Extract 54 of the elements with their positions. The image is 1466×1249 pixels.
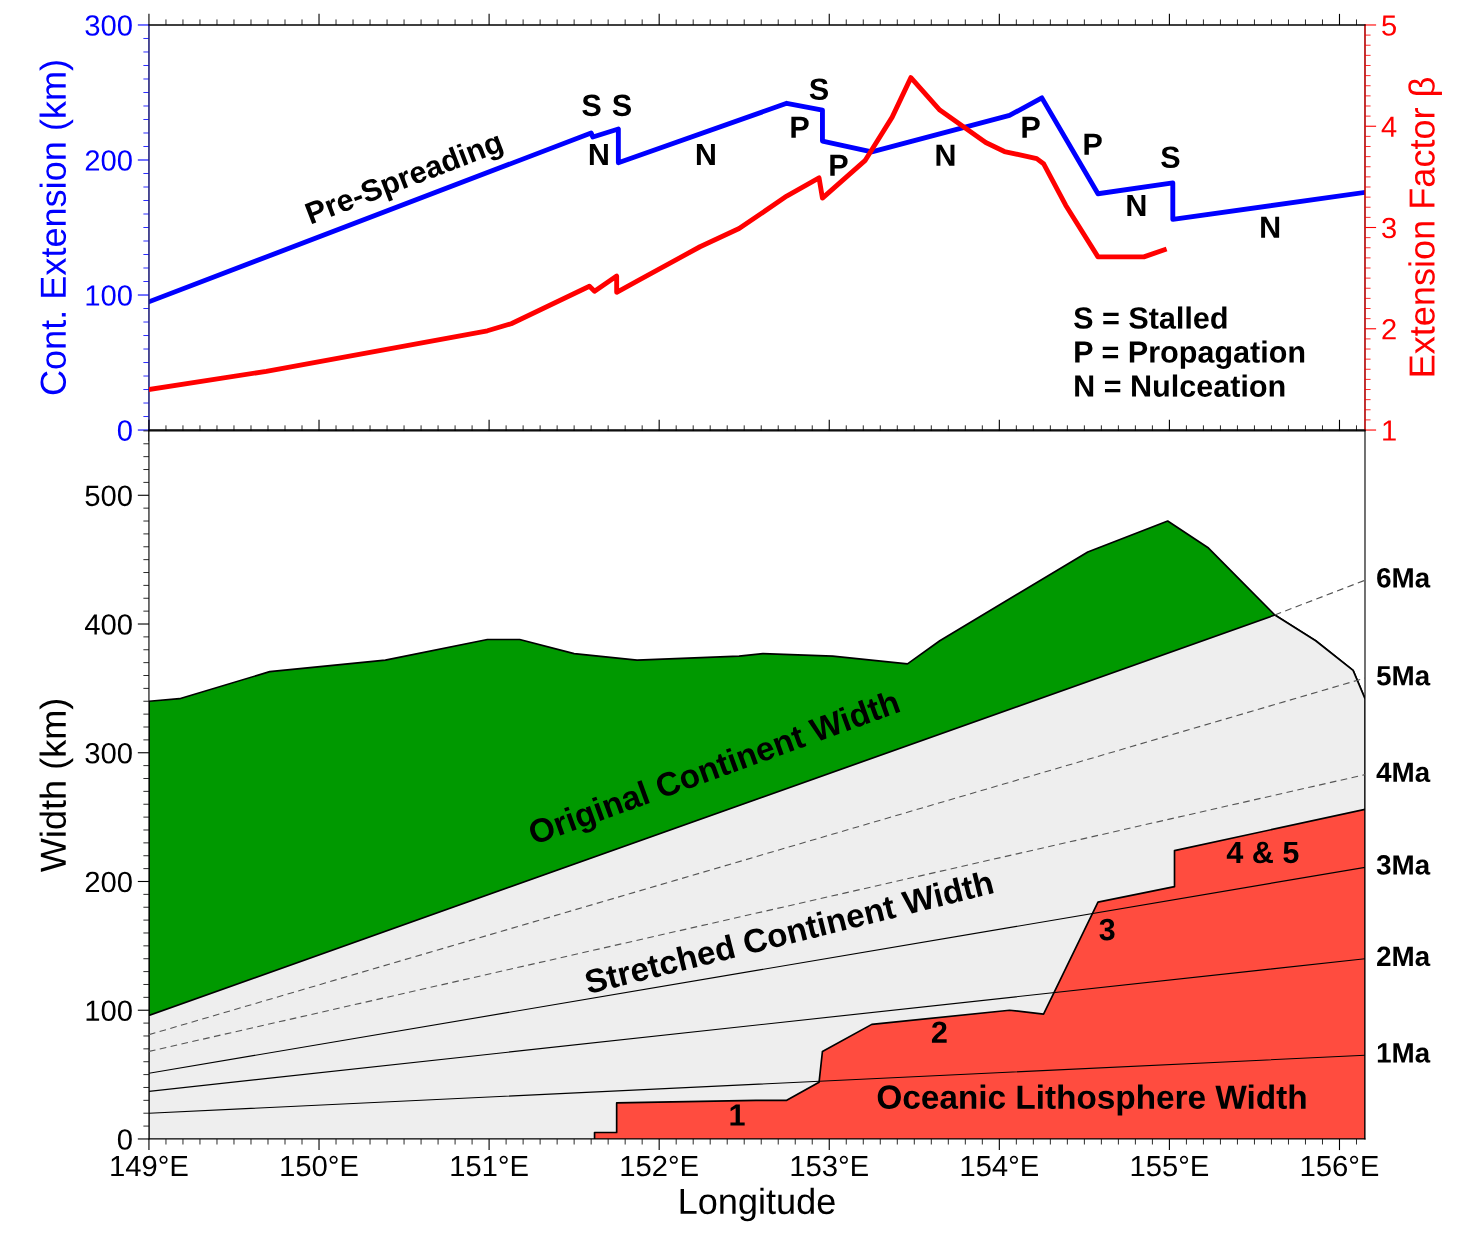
annotation: N (936, 144, 955, 166)
y2-tick-label: 4 (1381, 116, 1397, 137)
annotation: P (1022, 116, 1040, 138)
annotation: N (589, 143, 608, 165)
series-label: 1Ma (1377, 1043, 1431, 1063)
annotation: S (809, 78, 828, 101)
annotation: Oceanic Lithosphere Width (877, 1084, 1306, 1116)
x-tick-label: 155°E (1131, 1155, 1209, 1177)
annotation: S (1161, 146, 1180, 169)
annotation: S (612, 94, 631, 117)
annotation: 4 & 5 (1226, 841, 1299, 864)
x-tick-label: 152°E (621, 1155, 698, 1177)
y-tick-label: 100 (86, 1000, 132, 1022)
annotation: 3 (1099, 918, 1115, 941)
x-tick-label: 156°E (1301, 1155, 1379, 1177)
y-tick-label: 200 (85, 871, 132, 893)
y2-tick-label: 3 (1382, 217, 1396, 239)
y-axis-title: Width (km) (39, 699, 74, 873)
y2-tick-label: 2 (1382, 318, 1396, 340)
y2-tick-label: 5 (1382, 15, 1396, 36)
series-label: 2Ma (1377, 946, 1431, 967)
y-tick-label: 300 (85, 742, 132, 764)
y-axis-title: Cont. Extension (km) (39, 61, 74, 395)
y2-axis-title: Extension Factor β (1408, 78, 1442, 376)
x-axis-title: Longitude (680, 1187, 835, 1222)
annotation: S = Stalled (1074, 306, 1227, 329)
annotation: N = Nulceation (1075, 374, 1285, 397)
y-tick-label: 500 (85, 485, 132, 507)
x-tick-label: 149°E (111, 1155, 188, 1177)
x-tick-label: 153°E (791, 1155, 868, 1177)
annotation: P (830, 154, 848, 176)
x-tick-label: 151°E (451, 1155, 528, 1177)
annotation: P = Propagation (1075, 340, 1305, 369)
annotation: S (582, 94, 601, 117)
y-tick-label: 200 (85, 150, 132, 171)
annotation: N (696, 143, 715, 165)
series-label: 5Ma (1376, 666, 1431, 686)
y-tick-label: 0 (117, 1129, 132, 1150)
y-tick-label: 300 (85, 15, 132, 36)
annotation: N (1127, 194, 1146, 216)
series-label: 4Ma (1376, 762, 1431, 783)
x-tick-label: 150°E (281, 1155, 358, 1177)
y-tick-label: 400 (84, 614, 132, 635)
annotation: 1 (730, 1104, 745, 1126)
x-tick-label: 154°E (961, 1155, 1038, 1177)
series-label: 6Ma (1377, 568, 1431, 588)
y2-tick-label: 1 (1383, 420, 1396, 441)
annotation: P (791, 116, 809, 138)
annotation: N (1261, 216, 1280, 238)
annotation: P (1084, 133, 1102, 155)
series-label: 3Ma (1376, 855, 1431, 875)
annotation: 2 (931, 1021, 947, 1043)
y-tick-label: 100 (86, 285, 132, 306)
y-tick-label: 0 (117, 420, 132, 441)
